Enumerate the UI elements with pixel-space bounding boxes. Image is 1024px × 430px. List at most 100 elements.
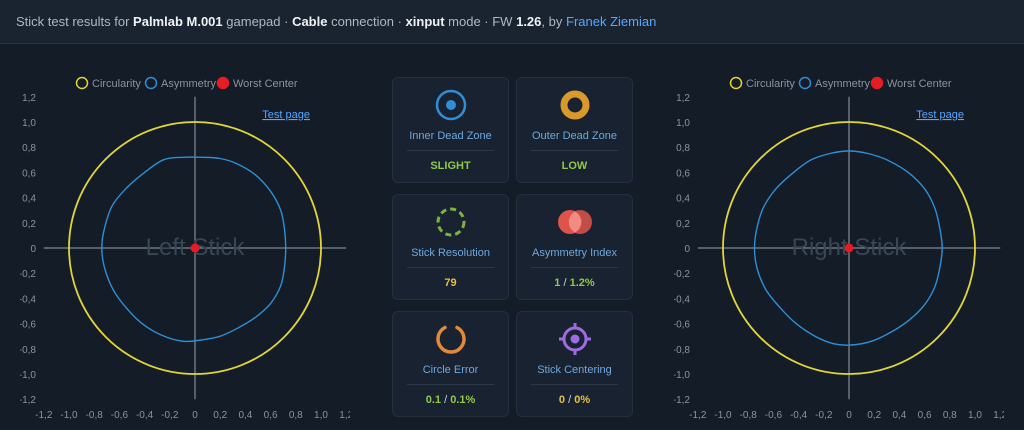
value-separator: /: [444, 394, 448, 406]
stick-plot: Circularity Asymmetry Worst Center Test pag…: [20, 76, 350, 421]
worst-center-point: [844, 243, 854, 253]
x-tick-label: 0,8: [943, 410, 957, 421]
inner-dead-zone-value: SLIGHT: [430, 160, 471, 172]
y-tick-label: 0,4: [676, 194, 690, 205]
asymmetry-index-value-a: 1: [554, 277, 561, 289]
circle-error-value: 0.1 / 0.1%: [393, 394, 508, 406]
legend-worst-center-marker: [216, 76, 230, 90]
legend-circularity-marker: [75, 76, 89, 90]
card-label: Circle Error: [422, 364, 479, 376]
card-divider: [407, 384, 494, 385]
x-tick-label: -0,4: [136, 410, 154, 421]
header-device-suffix: gamepad ·: [226, 14, 289, 29]
x-tick-label: -1,0: [60, 410, 78, 421]
author-link[interactable]: Franek Ziemian: [566, 14, 657, 29]
y-tick-label: -1,2: [674, 395, 690, 406]
test-page-link[interactable]: Test page: [262, 109, 310, 121]
chart-legend: Circularity Asymmetry Worst Center: [75, 76, 298, 90]
card-label: Outer Dead Zone: [532, 130, 617, 142]
test-page-link[interactable]: Test page: [916, 109, 964, 121]
stick-centering-icon: [558, 323, 591, 355]
y-tick-label: 1,0: [22, 118, 36, 129]
chart-legend: Circularity Asymmetry Worst Center: [729, 76, 952, 90]
card-outer-dead-zone: Outer Dead Zone LOW: [516, 77, 633, 183]
y-tick-label: -0,4: [20, 294, 36, 305]
card-label: Asymmetry Index: [532, 247, 617, 259]
card-stick-centering: Stick Centering 0 / 0%: [516, 311, 633, 417]
legend-asymmetry-marker: [798, 76, 812, 90]
legend-circularity-marker: [729, 76, 743, 90]
left-stick-chart: Circularity Asymmetry Worst Center Test pag…: [20, 72, 350, 430]
asymmetry-index-value: 1 / 1.2%: [517, 277, 632, 289]
circle-error-icon: [435, 325, 466, 354]
x-tick-label: -0,8: [740, 410, 758, 421]
asymmetry-trace: [753, 150, 943, 346]
legend-asymmetry-label: Asymmetry: [815, 78, 871, 90]
metrics-panel: Inner Dead Zone SLIGHT Outer Dead Zone L…: [392, 77, 634, 417]
y-tick-label: -0,6: [20, 320, 36, 331]
results-header: Stick test results for Palmlab M.001 gam…: [0, 0, 1024, 44]
y-tick-label: 0,8: [676, 143, 690, 154]
x-tick-label: 0,4: [892, 410, 906, 421]
y-tick-label: 0,6: [676, 168, 690, 179]
legend-worst-center-label: Worst Center: [887, 78, 952, 90]
x-tick-label: 0: [846, 410, 852, 421]
y-tick-label: -0,2: [674, 269, 690, 280]
stick-centering-value-b: 0%: [574, 394, 591, 406]
x-tick-label: 0,4: [238, 410, 252, 421]
circle-error-value-a: 0.1: [425, 394, 442, 406]
legend-asymmetry-label: Asymmetry: [161, 78, 217, 90]
asymmetry-index-value-b: 1.2%: [569, 277, 595, 289]
y-tick-label: 1,2: [676, 93, 690, 104]
x-tick-label: -0,4: [790, 410, 808, 421]
legend-worst-center-label: Worst Center: [233, 78, 298, 90]
connection-type: Cable: [292, 14, 328, 29]
legend-asymmetry-marker: [144, 76, 158, 90]
y-tick-label: 0,2: [22, 219, 36, 230]
right-stick-chart: Circularity Asymmetry Worst Center Test pag…: [674, 72, 1004, 430]
circularity-circle: [722, 121, 976, 375]
input-mode: xinput: [405, 14, 445, 29]
x-tick-label: 1,0: [314, 410, 328, 421]
asymmetry-trace: [101, 156, 287, 343]
card-divider: [407, 150, 494, 151]
y-tick-label: 1,2: [22, 93, 36, 104]
y-tick-label: 0,4: [22, 194, 36, 205]
y-tick-label: 1,0: [676, 118, 690, 129]
x-tick-label: -0,8: [86, 410, 104, 421]
circle-error-value-b: 0.1%: [450, 394, 476, 406]
card-label: Stick Resolution: [411, 247, 490, 259]
x-tick-label: -1,2: [689, 410, 707, 421]
x-tick-label: 0,6: [264, 410, 278, 421]
legend-circularity-label: Circularity: [746, 78, 795, 90]
card-inner-dead-zone: Inner Dead Zone SLIGHT: [392, 77, 509, 183]
x-tick-label: 1,2: [993, 410, 1004, 421]
x-tick-label: 0,8: [289, 410, 303, 421]
card-circle-error: Circle Error 0.1 / 0.1%: [392, 311, 509, 417]
header-connection-suffix: connection ·: [331, 14, 402, 29]
y-tick-label: -1,2: [20, 395, 36, 406]
card-asymmetry-index: Asymmetry Index 1 / 1.2%: [516, 194, 633, 300]
y-tick-label: -0,8: [20, 345, 36, 356]
x-tick-label: -0,6: [765, 410, 783, 421]
x-tick-label: 0,2: [867, 410, 881, 421]
header-mode-suffix: mode · FW: [448, 14, 513, 29]
value-separator: /: [563, 277, 567, 289]
outer-dead-zone-value: LOW: [561, 160, 588, 172]
header-by: , by: [541, 14, 563, 29]
legend-worst-center-marker: [870, 76, 884, 90]
card-divider: [531, 150, 618, 151]
x-tick-label: 0,2: [213, 410, 227, 421]
x-tick-label: 0: [192, 410, 198, 421]
card-label: Stick Centering: [537, 364, 612, 376]
circularity-circle: [68, 121, 322, 375]
y-tick-label: 0: [684, 244, 690, 255]
value-separator: /: [568, 394, 572, 406]
y-tick-label: -1,0: [674, 370, 690, 381]
card-divider: [531, 267, 618, 268]
y-tick-label: 0,2: [676, 219, 690, 230]
x-tick-label: 1,0: [968, 410, 982, 421]
firmware-version: 1.26: [516, 14, 542, 29]
x-tick-label: -1,0: [714, 410, 732, 421]
stick-centering-value-a: 0: [558, 394, 566, 406]
